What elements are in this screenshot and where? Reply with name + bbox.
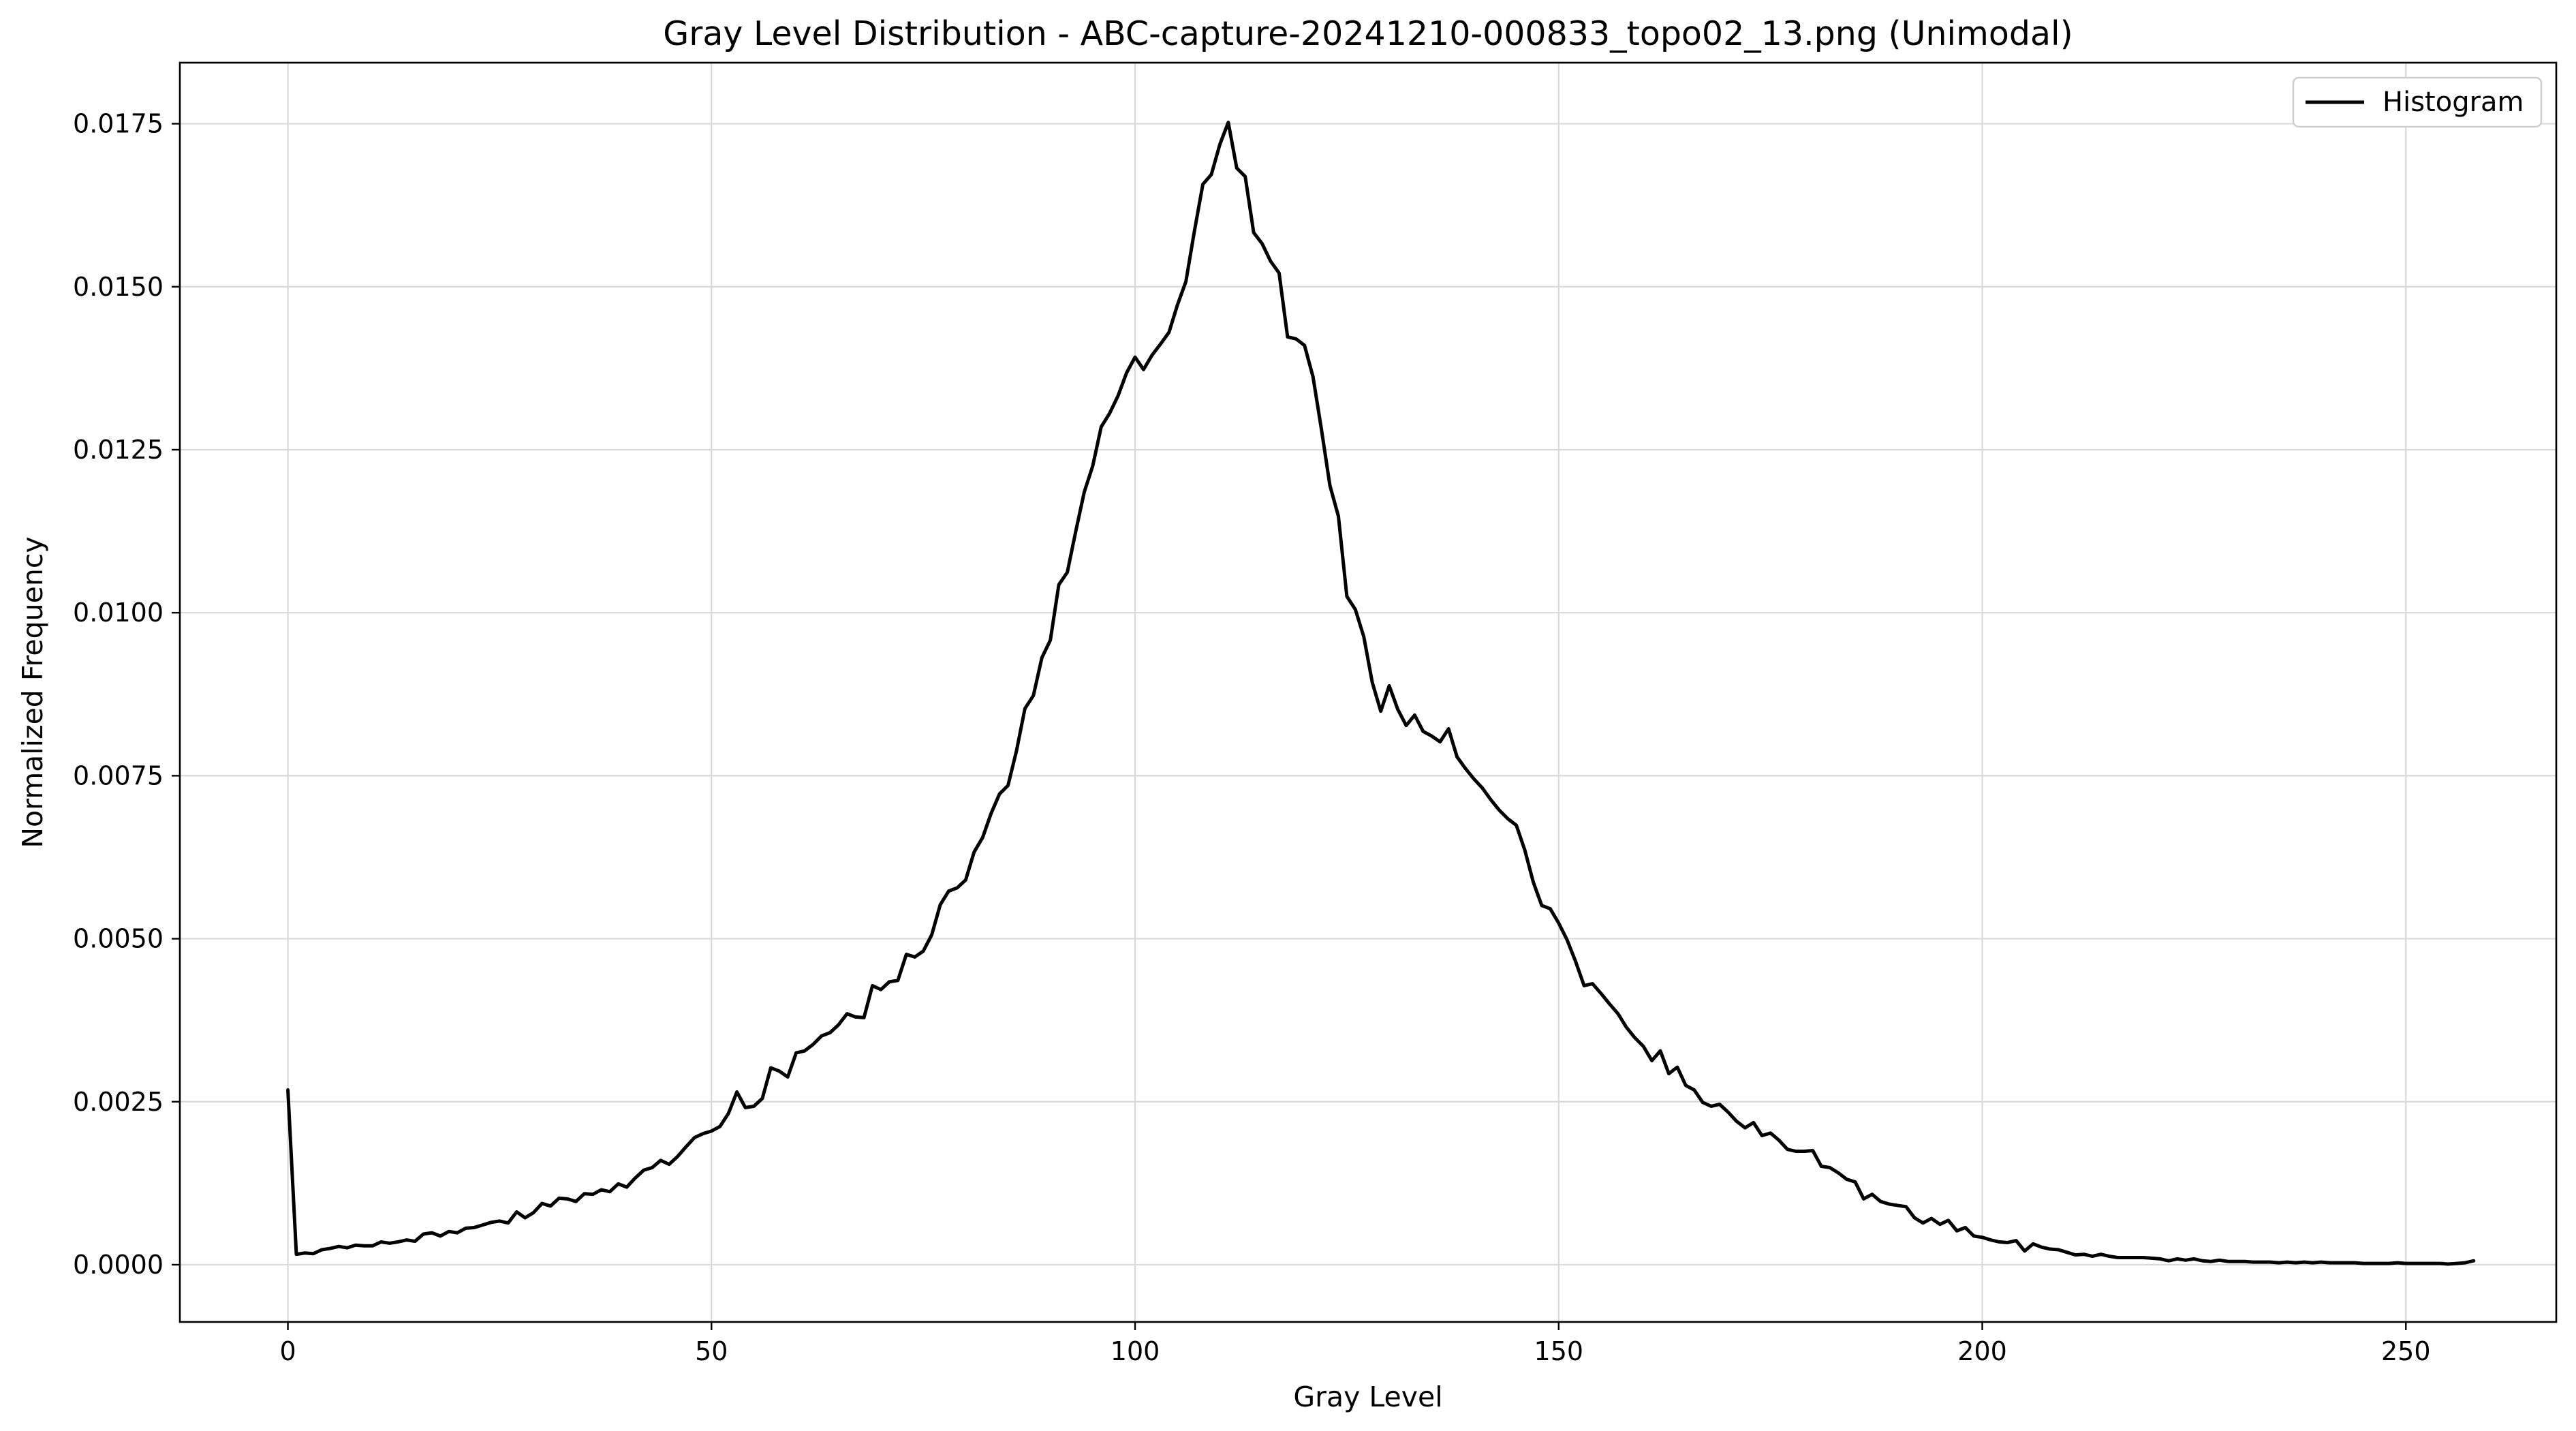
x-tick-label: 250 [2381, 1336, 2431, 1366]
x-tick-label: 100 [1111, 1336, 1160, 1366]
x-axis-label: Gray Level [1293, 1381, 1442, 1413]
x-tick-label: 50 [695, 1336, 728, 1366]
histogram-series-line [286, 121, 2476, 1266]
legend: Histogram [2292, 76, 2543, 128]
y-axis-label: Normalized Frequency [16, 536, 49, 848]
y-tick-label: 0.0150 [73, 272, 164, 302]
x-tick-label: 200 [1957, 1336, 2007, 1366]
y-tick-label: 0.0025 [73, 1087, 164, 1117]
chart-title: Gray Level Distribution - ABC-capture-20… [663, 14, 2073, 53]
y-tick-label: 0.0000 [73, 1250, 164, 1280]
grid [180, 63, 2556, 1322]
x-tick-label: 150 [1534, 1336, 1584, 1366]
y-tick-label: 0.0175 [73, 109, 164, 139]
x-tick-label: 0 [279, 1336, 296, 1366]
y-tick-label: 0.0125 [73, 435, 164, 465]
legend-label-histogram: Histogram [2383, 87, 2524, 118]
y-tick-label: 0.0050 [73, 924, 164, 954]
axis-ticks: 0 50 100 150 200 250 0.0000 0.0025 0.0050 0.0075 0… [73, 109, 2431, 1366]
y-tick-label: 0.0075 [73, 760, 164, 790]
legend-box [2292, 76, 2543, 128]
y-tick-label: 0.0100 [73, 598, 164, 628]
plot-area-frame [179, 61, 2558, 1323]
